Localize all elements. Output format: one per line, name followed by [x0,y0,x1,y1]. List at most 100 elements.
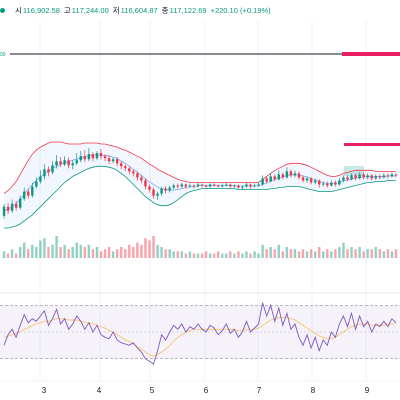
volume-bar-76 [309,249,313,258]
ohlc-legend: 시 116,902.58 고 117,244.00 저 116,604.87 종 117… [0,3,271,17]
volume-bar-2 [10,249,14,258]
high-value: 117,244.00 [71,5,109,15]
zone-lower [344,143,400,146]
candle-body-32 [132,171,135,174]
volume-bar-66 [269,247,272,258]
candle-body-12 [51,165,54,173]
candle-body-18 [75,160,78,164]
volume-bar-50 [204,251,208,258]
bb-lower-line [4,165,396,229]
x-tick-label-1: 4 [97,386,102,395]
close-value: 117,122.69 [169,5,207,15]
candle-body-56 [229,184,232,187]
candle-body-97 [394,174,398,176]
candle-body-92 [374,176,377,179]
candle-body-64 [261,178,264,185]
volume-bar-88 [358,247,361,258]
volume-bar-40 [164,249,167,258]
volume-bar-59 [241,253,244,258]
candle-body-10 [43,169,46,177]
volume-bar-60 [245,251,248,258]
volume-bar-70 [285,247,289,258]
bb-fill [4,142,396,228]
volume-bar-12 [51,244,54,258]
candle-body-87 [354,175,357,179]
volume-bar-37 [152,236,155,258]
candle-body-0 [2,206,6,216]
volume-bar-10 [43,238,46,258]
volume-bar-41 [168,249,171,258]
rsi-line [3,302,397,365]
volume-bar-77 [313,251,317,258]
volume-bar-36 [148,240,151,258]
volume-bar-39 [160,247,163,258]
candle-body-11 [47,169,50,173]
candle-body-84 [342,177,345,181]
volume-bar-29 [119,247,123,258]
volume-bar-56 [229,251,232,258]
x-tick-label-2: 5 [150,386,155,395]
volume-bars [2,236,398,258]
volume-bar-80 [326,249,329,258]
volume-bar-3 [14,253,18,258]
volume-bar-32 [132,247,135,258]
price-tag: 00 [0,52,6,58]
candle-body-82 [334,182,337,185]
x-tick-label-3: 6 [204,386,209,395]
open-value: 116,902.58 [22,5,60,15]
candle-body-67 [273,176,276,180]
zone-group [342,52,400,176]
candle-body-69 [281,174,285,178]
volume-bar-87 [354,249,357,258]
candle-body-20 [83,156,87,160]
candle-body-86 [350,175,353,180]
grid [39,20,367,380]
volume-bar-49 [200,253,204,258]
volume-bar-31 [128,244,131,258]
volume-bar-64 [261,244,264,258]
candle-body-37 [152,189,155,196]
candle-body-2 [10,203,14,211]
candle-body-58 [237,185,240,188]
volume-bar-63 [257,253,260,258]
candle-body-43 [176,185,179,187]
volume-bar-91 [370,249,373,258]
candle-body-54 [221,185,224,187]
change-value: +220.10 (+0.19%) [210,5,271,15]
candle-body-68 [277,174,280,180]
candle-body-91 [370,175,373,179]
candle-body-51 [208,184,212,187]
candle-body-1 [6,206,10,211]
candle-body-39 [160,188,163,194]
volume-bar-83 [338,247,341,258]
volume-bar-30 [124,249,127,258]
candle-body-55 [225,184,228,186]
candle-body-83 [338,180,341,185]
volume-bar-84 [342,242,345,258]
volume-bar-22 [91,249,95,258]
volume-bar-94 [382,251,386,258]
candle-body-78 [317,180,321,185]
candle-body-50 [204,185,208,187]
rsi-ma-line [3,316,397,357]
volume-bar-92 [374,247,377,258]
candle-body-3 [14,203,18,208]
candle-body-77 [313,180,317,183]
candle-body-8 [35,181,38,187]
candle-body-93 [378,176,382,178]
x-tick-label-5: 8 [311,386,316,395]
volume-bar-68 [277,244,280,258]
candle-body-80 [326,183,329,186]
candle-body-48 [196,184,200,187]
volume-bar-33 [136,242,139,258]
volume-bar-43 [176,251,179,258]
candle-body-26 [107,158,111,162]
candle-body-7 [31,186,34,196]
volume-bar-25 [103,249,107,258]
candle-body-47 [192,185,196,187]
bb-upper-line [3,141,396,194]
close-label: 종 [161,5,169,15]
volume-bar-81 [330,251,333,258]
volume-bar-15 [63,244,66,258]
